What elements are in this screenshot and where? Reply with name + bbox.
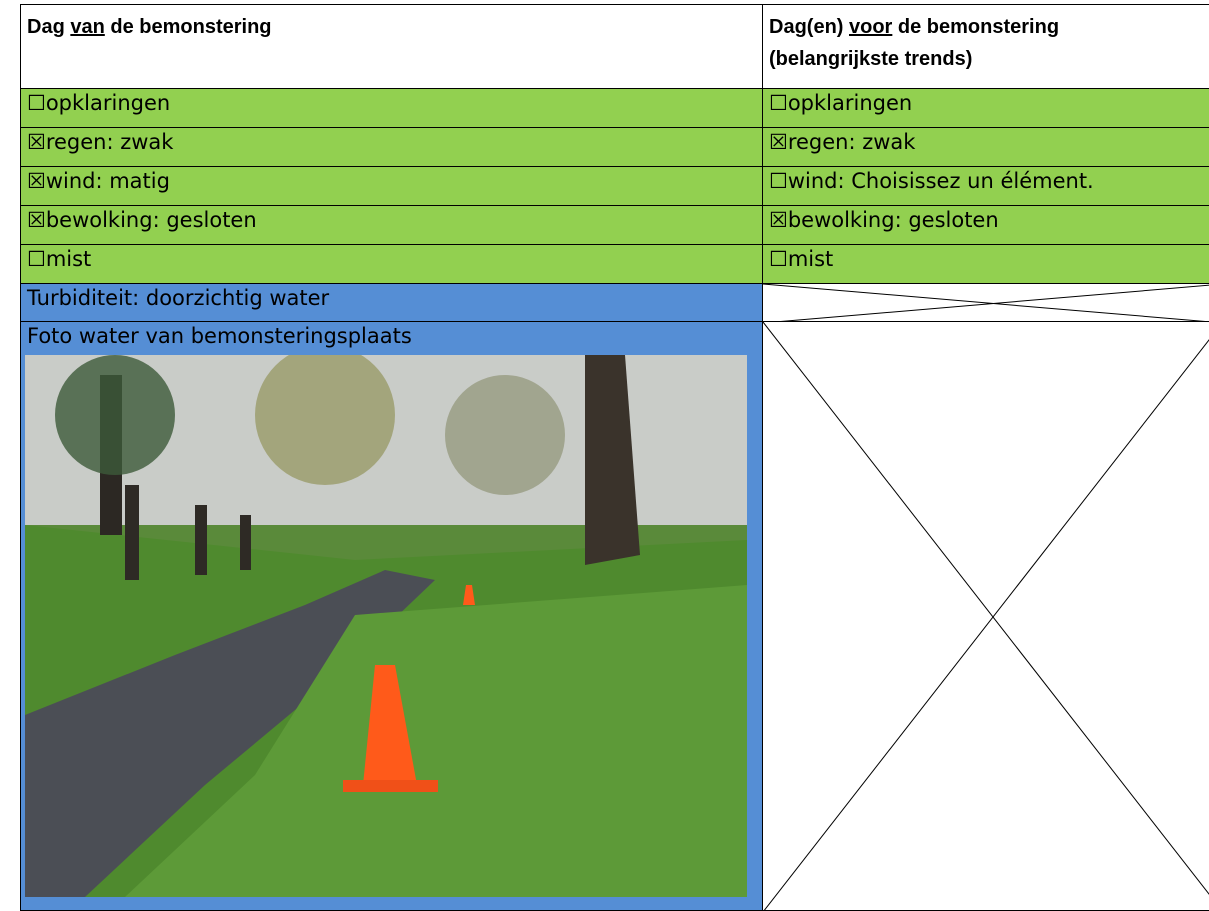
checkbox: ☐ [27,91,46,115]
header-text: Dag(en) [769,16,849,38]
option-text: regen: zwak [787,130,916,154]
turbidity-cell: Turbiditeit: doorzichtig water [20,283,763,322]
header-text: voor [849,16,893,38]
row-cell: ☒regen: zwak [20,127,763,167]
row-cell: ☒bewolking: gesloten [762,205,1209,245]
header-text: Dag [27,16,71,38]
checkbox: ☒ [769,208,788,232]
photo [25,355,747,897]
option-text: wind: Choisissez un élément. [787,169,1094,193]
checkbox: ☐ [769,247,788,271]
crossed-cell [762,321,1209,911]
row-cell: ☒regen: zwak [762,127,1209,167]
checkbox: ☒ [27,169,46,193]
row-cell: ☒bewolking: gesloten [20,205,763,245]
option-text: regen: zwak [45,130,174,154]
header-left: Dag van de bemonstering [20,4,763,89]
header-text: de bemonstering [104,16,272,38]
header-text: van [70,16,105,38]
checkbox: ☐ [769,169,788,193]
checkbox: ☒ [27,208,46,232]
row-cell: ☐wind: Choisissez un élément. [762,166,1209,206]
cross [763,284,1209,321]
checkbox: ☐ [769,91,788,115]
crossed-cell [762,283,1209,322]
row-cell: ☐mist [20,244,763,284]
turbidity: Turbiditeit: doorzichtig water [27,286,330,310]
checkbox: ☒ [769,130,788,154]
option-text: bewolking: gesloten [787,208,999,232]
checkbox: ☒ [27,130,46,154]
checkbox: ☐ [27,247,46,271]
option-text: mist [45,247,92,271]
row-cell: ☐opklaringen [20,88,763,128]
header-right: Dag(en) voor de bemonstering (belangrijks… [762,4,1209,89]
photo-label: Foto water van bemonsteringsplaats [27,324,412,348]
row-cell: ☐mist [762,244,1209,284]
row-cell: ☐opklaringen [762,88,1209,128]
option-text: mist [787,247,834,271]
header-text: de bemonstering [892,16,1060,38]
row-cell: ☒wind: matig [20,166,763,206]
option-text: wind: matig [45,169,170,193]
option-text: bewolking: gesloten [45,208,257,232]
cross [763,322,1209,910]
option-text: opklaringen [787,91,913,115]
header-text: (belangrijkste trends) [769,48,973,70]
option-text: opklaringen [45,91,171,115]
